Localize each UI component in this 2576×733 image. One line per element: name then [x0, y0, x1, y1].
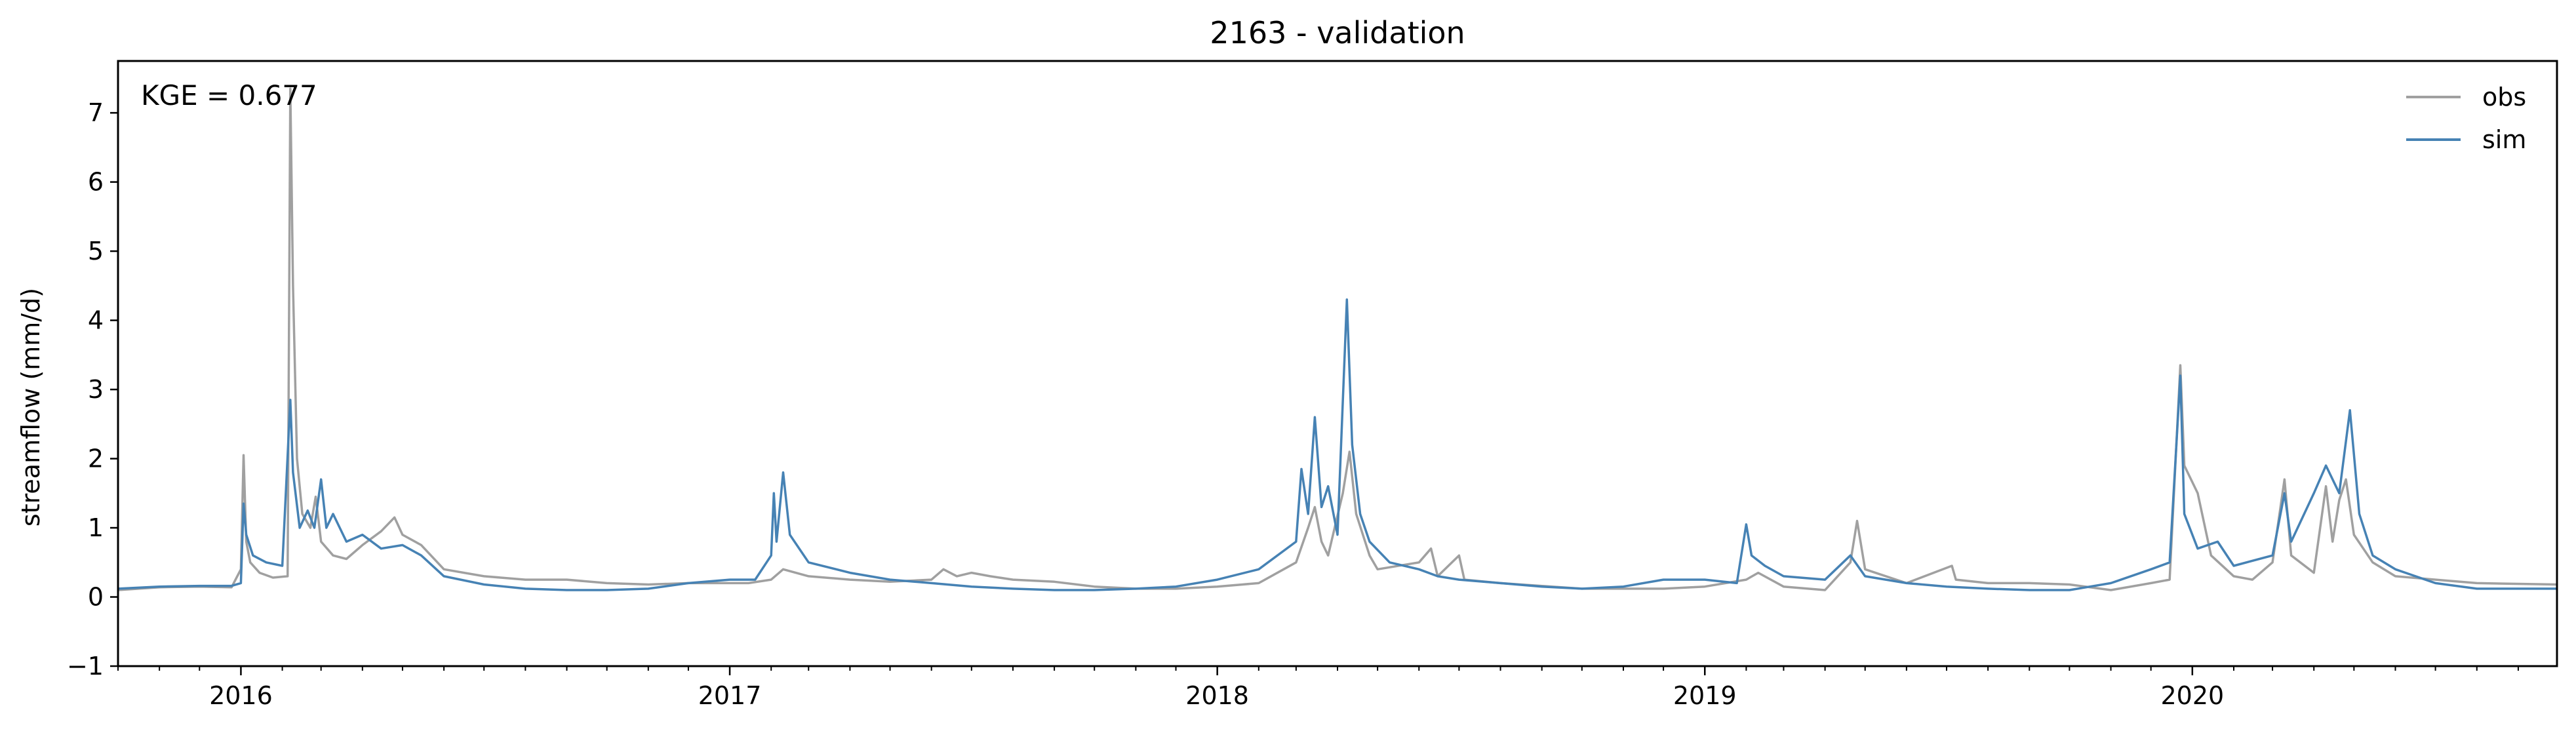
x-tick-label: 2019 [1673, 681, 1737, 710]
x-tick-label: 2018 [1185, 681, 1249, 710]
legend-label-sim: sim [2482, 125, 2526, 154]
y-tick-label: 3 [88, 375, 104, 404]
y-tick-label: 6 [88, 168, 104, 197]
y-tick-label: 7 [88, 98, 104, 127]
series-line-sim [117, 298, 2557, 591]
chart-title: 2163 - validation [1210, 15, 1465, 50]
x-tick-label: 2017 [698, 681, 762, 710]
y-tick-label: −1 [67, 652, 104, 681]
y-axis-title: streamflow (mm/d) [16, 288, 45, 526]
y-ticks: −1 0 1 2 3 4 5 6 7 [67, 98, 118, 681]
x-tick-label: 2016 [209, 681, 273, 710]
legend: obs sim [2406, 83, 2526, 154]
y-tick-label: 1 [88, 513, 104, 542]
kge-annotation: KGE = 0.677 [141, 79, 317, 111]
series-layer [117, 87, 2558, 591]
y-tick-label: 2 [88, 445, 104, 473]
y-tick-label: 0 [88, 583, 104, 612]
series-line-obs [117, 87, 2558, 591]
x-ticks: 2016 2017 2018 2019 2020 [117, 666, 2519, 710]
legend-label-obs: obs [2482, 83, 2526, 111]
x-tick-label: 2020 [2160, 681, 2224, 710]
y-tick-label: 5 [88, 237, 104, 266]
plot-area: −1 0 1 2 3 4 5 6 7 2016 2017 2018 2019 2020 KGE = 0.… [67, 60, 2558, 710]
y-tick-label: 4 [88, 306, 104, 335]
